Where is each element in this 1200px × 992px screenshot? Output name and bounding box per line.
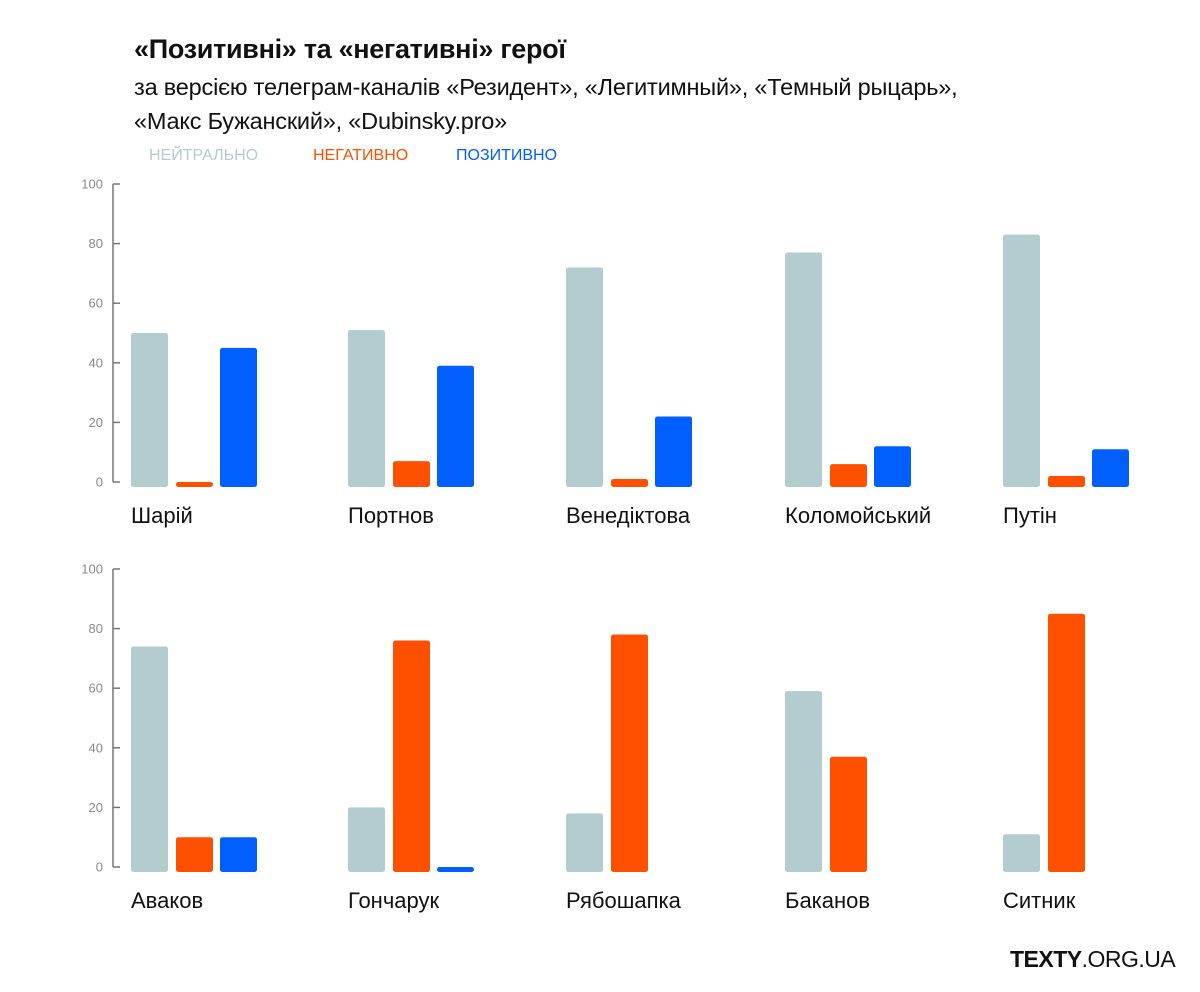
bar-negative bbox=[1048, 476, 1085, 487]
y-tick-label: 40 bbox=[89, 355, 103, 370]
category-label: Венедіктова bbox=[566, 503, 691, 528]
bar-positive bbox=[874, 446, 911, 487]
bar-neutral bbox=[131, 646, 168, 872]
bar-neutral bbox=[348, 330, 385, 487]
category-label: Портнов bbox=[348, 503, 434, 528]
bar-positive bbox=[655, 416, 692, 487]
legend-neutral: НЕЙТРАЛЬНО bbox=[149, 147, 259, 164]
bar-positive bbox=[437, 867, 474, 872]
y-tick-label: 20 bbox=[89, 800, 103, 815]
bar-negative bbox=[611, 479, 648, 487]
bar-neutral bbox=[131, 333, 168, 487]
category-label: Путін bbox=[1003, 503, 1057, 528]
bar-neutral bbox=[566, 267, 603, 487]
bar-negative bbox=[393, 640, 430, 872]
category-label: Рябошапка bbox=[566, 888, 682, 913]
y-tick-label: 20 bbox=[89, 415, 103, 430]
bar-negative bbox=[1048, 613, 1085, 872]
category-label: Шарій bbox=[131, 503, 193, 528]
y-tick-label: 0 bbox=[96, 475, 103, 490]
chart-subtitle: за версією телеграм-каналів «Резидент», … bbox=[134, 70, 1174, 138]
bar-negative bbox=[393, 461, 430, 487]
bar-negative bbox=[830, 464, 867, 487]
subtitle-line-1: за версією телеграм-каналів «Резидент», … bbox=[134, 74, 958, 100]
legend-negative: НЕГАТИВНО bbox=[313, 147, 409, 164]
legend-positive: ПОЗИТИВНО bbox=[456, 147, 558, 164]
logo-rest: .ORG.UA bbox=[1081, 946, 1176, 972]
subtitle-line-2: «Макс Бужанский», «Dubinsky.pro» bbox=[134, 108, 508, 134]
y-tick-label: 40 bbox=[89, 740, 103, 755]
bar-neutral bbox=[566, 813, 603, 872]
y-tick-label: 80 bbox=[89, 621, 103, 636]
bar-negative bbox=[611, 634, 648, 872]
y-tick-label: 0 bbox=[96, 860, 103, 875]
y-tick-label: 60 bbox=[89, 681, 103, 696]
bar-positive bbox=[437, 365, 474, 487]
y-tick-label: 100 bbox=[81, 177, 103, 192]
category-label: Ситник bbox=[1003, 888, 1076, 913]
category-label: Гончарук bbox=[348, 888, 440, 913]
bar-positive bbox=[1092, 449, 1129, 487]
bar-neutral bbox=[1003, 234, 1040, 487]
bar-neutral bbox=[1003, 834, 1040, 872]
bar-negative bbox=[176, 837, 213, 872]
bar-neutral bbox=[785, 252, 822, 487]
category-label: Баканов bbox=[785, 888, 870, 913]
bar-negative bbox=[830, 756, 867, 872]
y-tick-label: 60 bbox=[89, 296, 103, 311]
bar-negative bbox=[176, 482, 213, 487]
texty-logo: TEXTY.ORG.UA bbox=[1010, 946, 1176, 973]
category-label: Коломойський bbox=[785, 503, 931, 528]
bar-positive bbox=[220, 347, 257, 487]
y-tick-label: 80 bbox=[89, 236, 103, 251]
y-tick-label: 100 bbox=[81, 562, 103, 577]
category-label: Аваков bbox=[131, 888, 203, 913]
bar-neutral bbox=[348, 807, 385, 872]
logo-bold: TEXTY bbox=[1010, 946, 1082, 972]
bar-positive bbox=[220, 837, 257, 872]
bar-neutral bbox=[785, 691, 822, 872]
chart-title: «Позитивні» та «негативні» герої bbox=[134, 34, 566, 64]
